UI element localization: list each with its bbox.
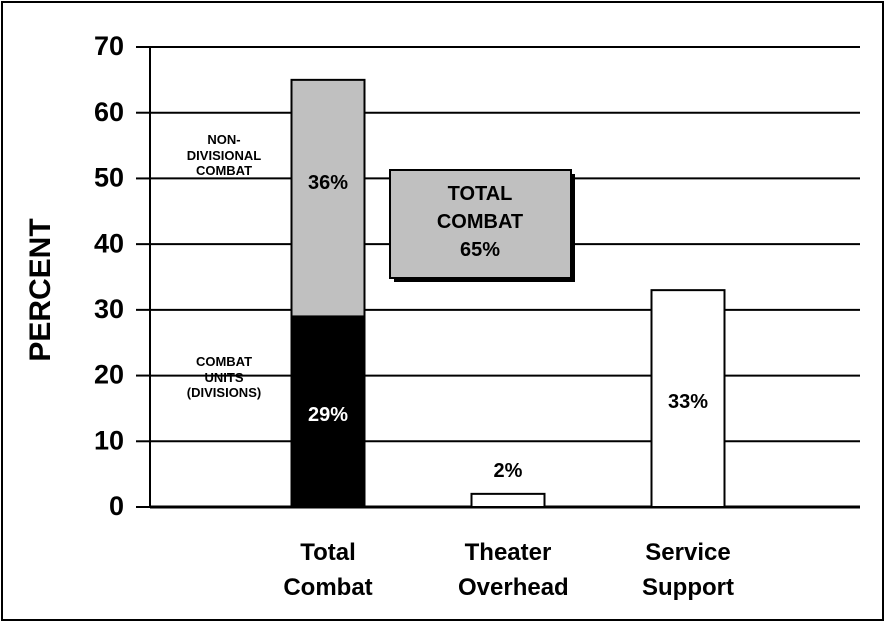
y-tick-label: 0 (109, 491, 124, 521)
value-label: 36% (308, 172, 348, 194)
value-label: 33% (668, 391, 708, 413)
annotation-value: 65% (459, 239, 501, 261)
annotation-text: TOTAL COMBAT (436, 183, 524, 233)
bar (290, 315, 366, 508)
y-tick-label: 20 (94, 360, 124, 390)
x-tick-label: Service Support (642, 539, 734, 601)
y-tick-label: 50 (94, 163, 124, 193)
x-tick-label: Total Combat (283, 539, 373, 601)
value-label: 2% (494, 460, 523, 482)
y-tick-label: 10 (94, 425, 124, 455)
x-tick-label: Theater Overhead (458, 539, 569, 601)
y-axis-label: PERCENT (24, 218, 57, 361)
y-tick-label: 70 (94, 31, 124, 61)
label-bg (654, 386, 722, 419)
y-tick-label: 40 (94, 228, 124, 258)
value-label: 29% (308, 404, 348, 426)
bar (290, 78, 366, 318)
annotation-box (389, 169, 572, 279)
series-label: NON-DIVISIONAL COMBAT (186, 132, 262, 179)
y-tick-label: 30 (94, 294, 124, 324)
bar (470, 492, 546, 509)
series-label: COMBAT UNITS (DIVISIONS) (186, 354, 262, 401)
y-tick-label: 60 (94, 97, 124, 127)
